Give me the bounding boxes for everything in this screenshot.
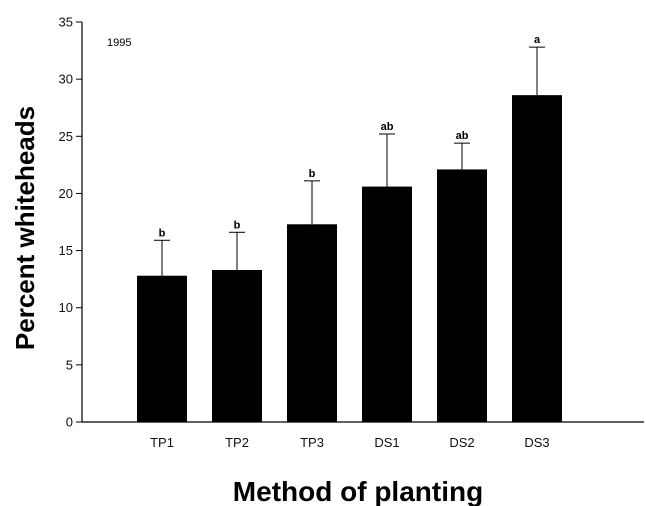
y-tick-label: 0: [66, 415, 73, 430]
significance-labels: b b b ab ab a: [159, 34, 541, 239]
bars: [137, 95, 562, 423]
y-tick-label: 5: [66, 357, 73, 372]
significance-letter: b: [234, 219, 241, 231]
x-axis-title: Method of planting: [233, 476, 483, 506]
x-tick-labels: TP1 TP2 TP3 DS1 DS2 DS3: [150, 435, 550, 450]
bar-tp1: [137, 275, 187, 422]
bar-ds3: [512, 95, 562, 423]
x-tick-label: TP1: [150, 435, 174, 450]
x-tick-label: DS1: [374, 435, 399, 450]
y-tick-label: 15: [59, 243, 73, 258]
x-tick-label: TP2: [225, 435, 249, 450]
significance-letter: a: [534, 34, 541, 46]
bar-ds1: [362, 186, 412, 422]
significance-letter: b: [309, 168, 316, 180]
significance-letter: ab: [456, 130, 469, 142]
year-annotation: 1995: [107, 37, 131, 49]
y-tick-label: 25: [59, 129, 73, 144]
x-tick-label: TP3: [300, 435, 324, 450]
y-tick-label: 35: [59, 15, 73, 30]
bar-tp3: [287, 224, 337, 422]
bar-tp2: [212, 270, 262, 422]
y-tick-label: 30: [59, 72, 73, 87]
y-tick-labels: 0 5 10 15 20 25 30 35: [59, 15, 73, 430]
significance-letter: b: [159, 227, 166, 239]
significance-letter: ab: [381, 121, 394, 133]
error-bars: [154, 46, 545, 276]
y-tick-label: 20: [59, 186, 73, 201]
y-tick-label: 10: [59, 300, 73, 315]
y-axis-title: Percent whiteheads: [10, 106, 40, 350]
bar-ds2: [437, 169, 487, 422]
x-tick-label: DS2: [449, 435, 474, 450]
x-tick-label: DS3: [524, 435, 549, 450]
